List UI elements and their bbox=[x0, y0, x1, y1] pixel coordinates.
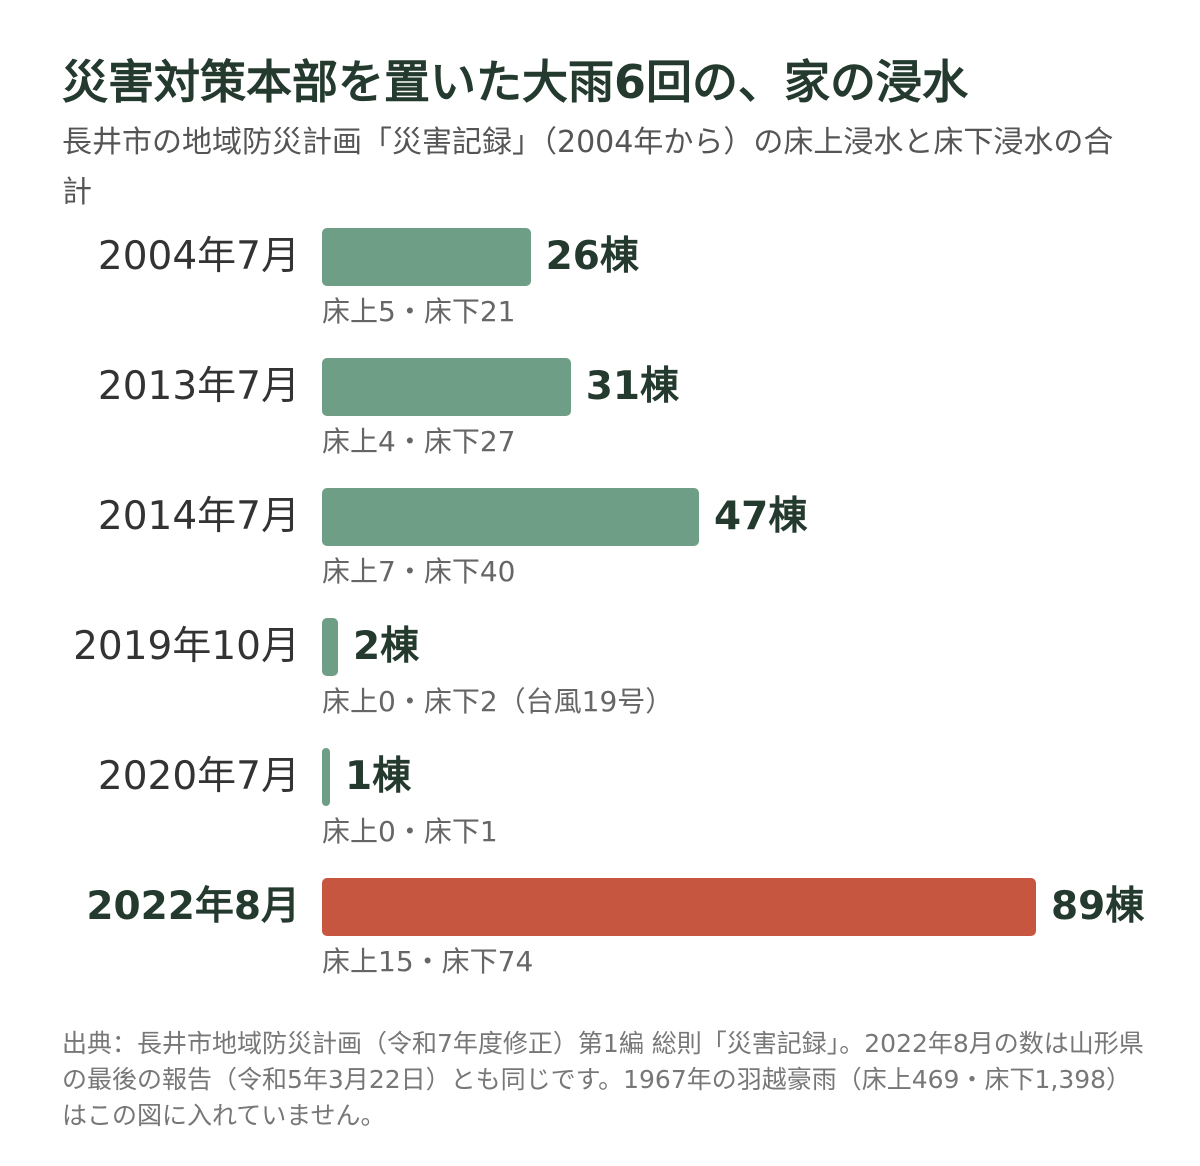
breakdown-note: 床上5・床下21 bbox=[322, 295, 516, 328]
breakdown-note: 床上7・床下40 bbox=[322, 555, 516, 588]
breakdown-note: 床上15・床下74 bbox=[322, 945, 534, 978]
bar-row: 2013年7月 31棟床上4・床下27 bbox=[0, 358, 1200, 478]
category-label: 2013年7月 bbox=[97, 364, 300, 409]
source-note: 出典：長井市地域防災計画（令和7年度修正）第1編 総則「災害記録」。2022年8… bbox=[62, 1029, 1144, 1130]
chart-title: 災害対策本部を置いた大雨6回の、家の浸水 bbox=[62, 55, 969, 109]
breakdown-note: 床上0・床下2（台風19号） bbox=[322, 685, 674, 718]
value-label: 1棟 bbox=[345, 754, 412, 799]
breakdown-note: 床上4・床下27 bbox=[322, 425, 516, 458]
value-label: 47棟 bbox=[714, 494, 808, 539]
chart-subtitle: 長井市の地域防災計画「災害記録」（2004年から）の床上浸水と床下浸水の合計 bbox=[62, 125, 1114, 210]
category-label: 2020年7月 bbox=[97, 754, 300, 799]
bar-row: 2014年7月 47棟床上7・床下40 bbox=[0, 488, 1200, 608]
category-label: 2019年10月 bbox=[73, 624, 300, 669]
bar bbox=[322, 358, 571, 416]
value-label: 89棟 bbox=[1051, 884, 1145, 929]
value-label: 31棟 bbox=[585, 364, 679, 409]
bar bbox=[322, 748, 331, 806]
bar-row: 2019年10月 2棟床上0・床下2（台風19号） bbox=[0, 618, 1200, 738]
bar bbox=[322, 488, 700, 546]
bar-row: 2022年8月 89棟床上15・床下74 bbox=[0, 878, 1200, 998]
bar bbox=[322, 228, 531, 286]
category-label: 2014年7月 bbox=[97, 494, 300, 539]
value-label: 2棟 bbox=[353, 624, 420, 669]
bar bbox=[322, 878, 1036, 936]
value-label: 26棟 bbox=[545, 234, 639, 279]
bar-row: 2020年7月 1棟床上0・床下1 bbox=[0, 748, 1200, 868]
bar-row: 2004年7月 26棟 床上5・床下21 bbox=[0, 228, 1200, 348]
breakdown-note: 床上0・床下1 bbox=[322, 815, 498, 848]
category-label: 2004年7月 bbox=[97, 234, 300, 279]
bar bbox=[322, 618, 339, 676]
category-label: 2022年8月 bbox=[86, 884, 300, 929]
